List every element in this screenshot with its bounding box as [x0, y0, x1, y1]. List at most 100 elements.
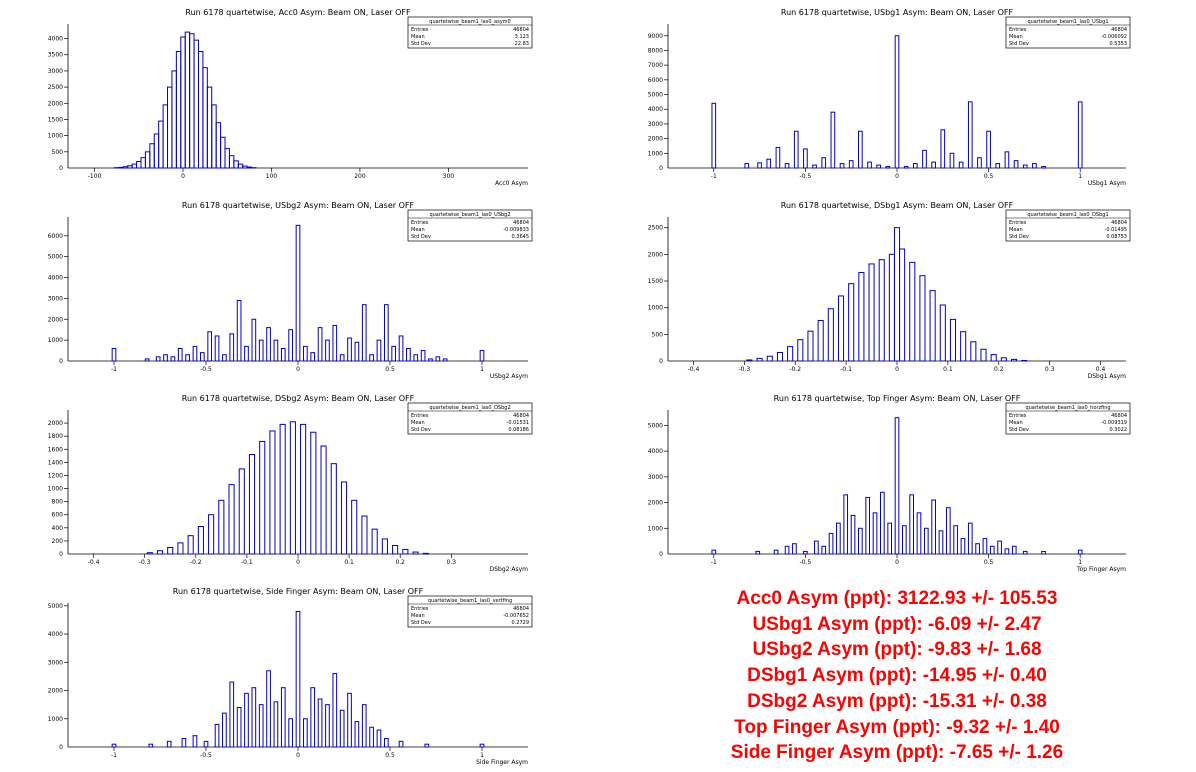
histogram-bar — [938, 530, 944, 555]
y-tick-label: 2000 — [48, 688, 63, 695]
histogram-bar — [1032, 163, 1037, 169]
histogram-bar — [303, 718, 308, 748]
y-tick-label: 1800 — [48, 433, 63, 440]
histogram-panel: Run 6178 quartetwise, Side Finger Asym: … — [48, 587, 533, 766]
y-tick-label: 3000 — [648, 121, 663, 128]
histogram-bar — [919, 275, 926, 362]
histogram-bar — [197, 526, 204, 555]
histogram-bar — [187, 535, 194, 555]
y-tick-label: 3000 — [48, 68, 63, 75]
stats-std-dev-label: Std Dev — [1009, 41, 1029, 47]
histogram-bar — [369, 354, 374, 362]
histogram-bar — [236, 706, 242, 748]
histogram-bar — [339, 709, 345, 748]
histogram-bar — [208, 514, 215, 555]
histogram-bar — [982, 538, 988, 555]
histogram-bar — [303, 345, 308, 362]
histogram-bar — [332, 673, 338, 748]
histogram-bar — [273, 701, 279, 748]
y-tick-label: 3000 — [48, 295, 63, 302]
histogram-bar — [836, 522, 841, 555]
chart-title: Run 6178 quartetwise, Acc0 Asym: Beam ON… — [185, 8, 411, 17]
y-tick-label: 1000 — [648, 305, 663, 312]
histogram-bar — [990, 354, 997, 362]
histogram-bar — [153, 133, 160, 169]
histogram-bar — [111, 743, 117, 748]
histogram-bar — [402, 548, 409, 555]
histogram-bar — [899, 248, 906, 362]
histogram-bar — [980, 348, 987, 362]
histogram-bar — [940, 129, 946, 169]
histogram-bar — [280, 347, 286, 362]
x-axis-label: Acc0 Asym — [495, 180, 528, 187]
x-axis-label: USbg2 Asym — [490, 373, 528, 380]
stats-name: quartetwise_beam1_las0_DSbg2 — [429, 405, 510, 411]
histogram-bar — [821, 545, 827, 555]
x-axis-label: DSbg1 Asym — [1088, 373, 1127, 380]
x-tick-label: 0.1 — [344, 559, 354, 566]
histogram-bar — [970, 341, 977, 362]
x-axis-label: DSbg2 Asym — [490, 566, 529, 573]
y-tick-label: 5000 — [648, 92, 663, 99]
y-tick-label: 2000 — [648, 500, 663, 507]
x-tick-label: 0.2 — [395, 559, 405, 566]
histogram-bar — [144, 151, 151, 169]
y-tick-label: 0 — [59, 551, 63, 558]
x-tick-label: 200 — [354, 173, 366, 180]
histogram-bar — [224, 148, 230, 169]
histogram-bar — [865, 496, 871, 555]
x-tick-label: -0.2 — [789, 366, 801, 373]
histogram-bar — [192, 735, 198, 748]
histogram-bar — [909, 261, 916, 362]
histogram-bar — [269, 430, 276, 555]
histogram-bar — [479, 350, 485, 362]
result-usbg2: USbg2 Asym (ppt): -9.83 +/- 1.68 — [752, 639, 1042, 661]
stats-std-dev-label: Std Dev — [1009, 234, 1029, 240]
y-tick-label: 0 — [659, 165, 663, 172]
x-tick-label: -0.5 — [800, 173, 812, 180]
histogram-bar — [361, 304, 367, 362]
result-side-finger: Side Finger Asym (ppt): -7.65 +/- 1.26 — [730, 742, 1064, 764]
y-tick-label: 2000 — [48, 100, 63, 107]
histogram-bar — [136, 161, 142, 169]
histogram-bar — [233, 160, 239, 169]
x-tick-label: -1 — [711, 559, 717, 566]
histogram-bar — [893, 227, 901, 362]
histogram-bar — [1004, 548, 1010, 555]
x-tick-label: 0 — [895, 559, 899, 566]
histogram-bar — [989, 545, 995, 555]
histogram-bar — [887, 522, 893, 555]
histogram-bar — [192, 345, 198, 362]
result-top-finger: Top Finger Asym (ppt): -9.32 +/- 1.40 — [734, 716, 1060, 738]
y-tick-label: 1400 — [48, 459, 63, 466]
histogram-bar — [997, 540, 1002, 555]
histogram-bar — [814, 540, 819, 555]
x-axis-label: Top Finger Asym — [1076, 566, 1126, 573]
stats-mean-value: -0.01495 — [1105, 227, 1127, 233]
histogram-bar — [867, 161, 872, 169]
x-tick-label: 0.2 — [994, 366, 1004, 373]
x-tick-label: 0.4 — [1096, 366, 1106, 373]
x-tick-label: -1 — [111, 752, 117, 759]
histogram-bar — [827, 308, 834, 362]
histogram-bar — [354, 341, 360, 362]
x-tick-label: -0.1 — [840, 366, 852, 373]
stats-std-dev-label: Std Dev — [1009, 427, 1029, 433]
histogram-bar — [837, 295, 845, 362]
histogram-bar — [885, 166, 891, 169]
histogram-panel: Run 6178 quartetwise, DSbg1 Asym: Beam O… — [648, 201, 1131, 380]
histogram-bar — [280, 687, 286, 748]
histogram-bar — [1011, 545, 1017, 555]
y-tick-label: 3000 — [48, 659, 63, 666]
x-tick-label: -0.2 — [190, 559, 202, 566]
histogram-bar — [228, 155, 235, 169]
histogram-bar — [821, 157, 827, 169]
histogram-bar — [211, 104, 217, 169]
histogram-bar — [830, 111, 836, 169]
histogram-bar — [199, 352, 205, 362]
histogram-bar — [1022, 550, 1028, 555]
histogram-bar — [222, 354, 227, 362]
histogram-bar — [175, 51, 182, 169]
histogram-bar — [310, 352, 316, 362]
